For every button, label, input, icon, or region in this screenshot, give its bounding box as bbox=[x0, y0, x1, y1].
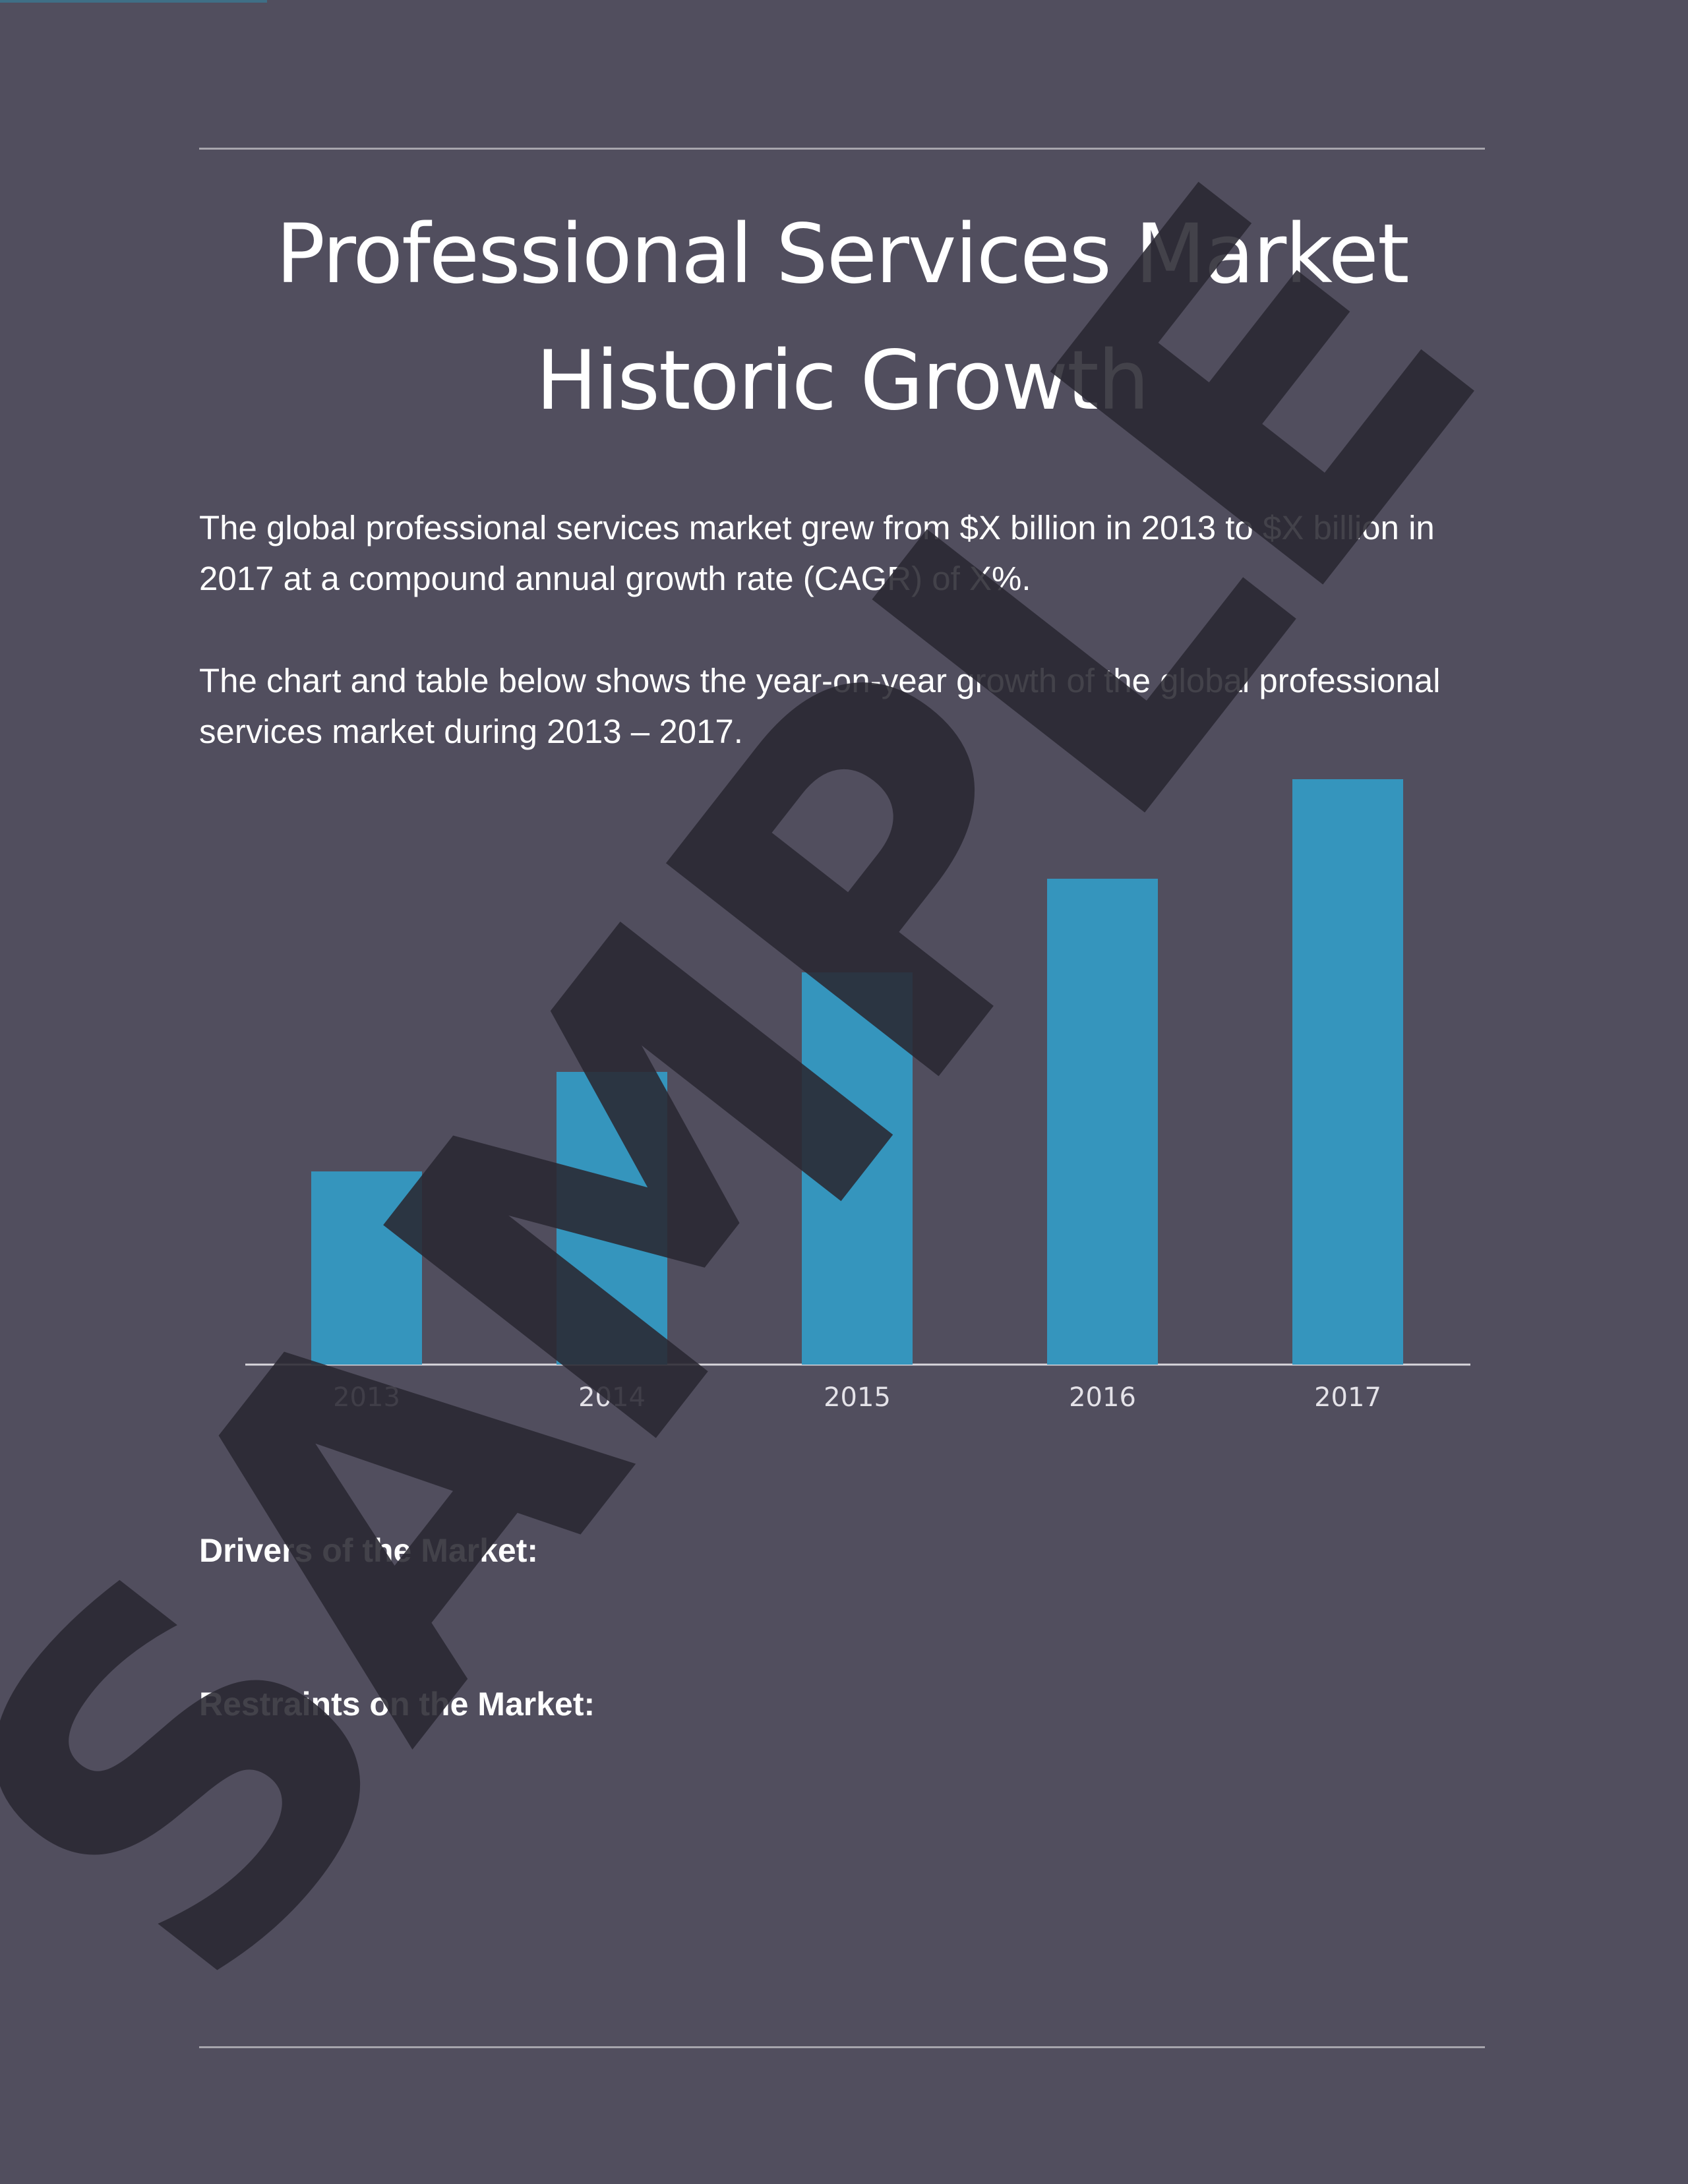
bottom-divider bbox=[199, 2046, 1485, 2048]
x-tick-label-2013: 2013 bbox=[333, 1382, 400, 1413]
x-tick-label-2015: 2015 bbox=[824, 1382, 891, 1413]
bar-2015 bbox=[802, 972, 913, 1365]
x-tick-label-2016: 2016 bbox=[1069, 1382, 1136, 1413]
bar-2014 bbox=[557, 1072, 667, 1365]
bar-2016 bbox=[1047, 878, 1158, 1365]
intro-paragraph: The global professional services market … bbox=[199, 509, 1435, 597]
restraints-heading: Restraints on the Market: bbox=[199, 1686, 595, 1723]
chart-description-paragraph: The chart and table below shows the year… bbox=[199, 662, 1441, 750]
x-tick-label-2017: 2017 bbox=[1314, 1382, 1381, 1413]
bar-2013 bbox=[311, 1171, 422, 1365]
x-tick-label-2014: 2014 bbox=[578, 1382, 646, 1413]
corner-accent bbox=[0, 0, 267, 3]
drivers-heading: Drivers of the Market: bbox=[199, 1532, 539, 1569]
top-divider bbox=[199, 148, 1485, 150]
page-title-line-1: Professional Services Market bbox=[276, 207, 1409, 302]
page-title-line-2: Historic Growth bbox=[535, 334, 1150, 428]
bar-2017 bbox=[1292, 779, 1403, 1365]
page-title: Professional Services Market Historic Gr… bbox=[199, 191, 1485, 444]
